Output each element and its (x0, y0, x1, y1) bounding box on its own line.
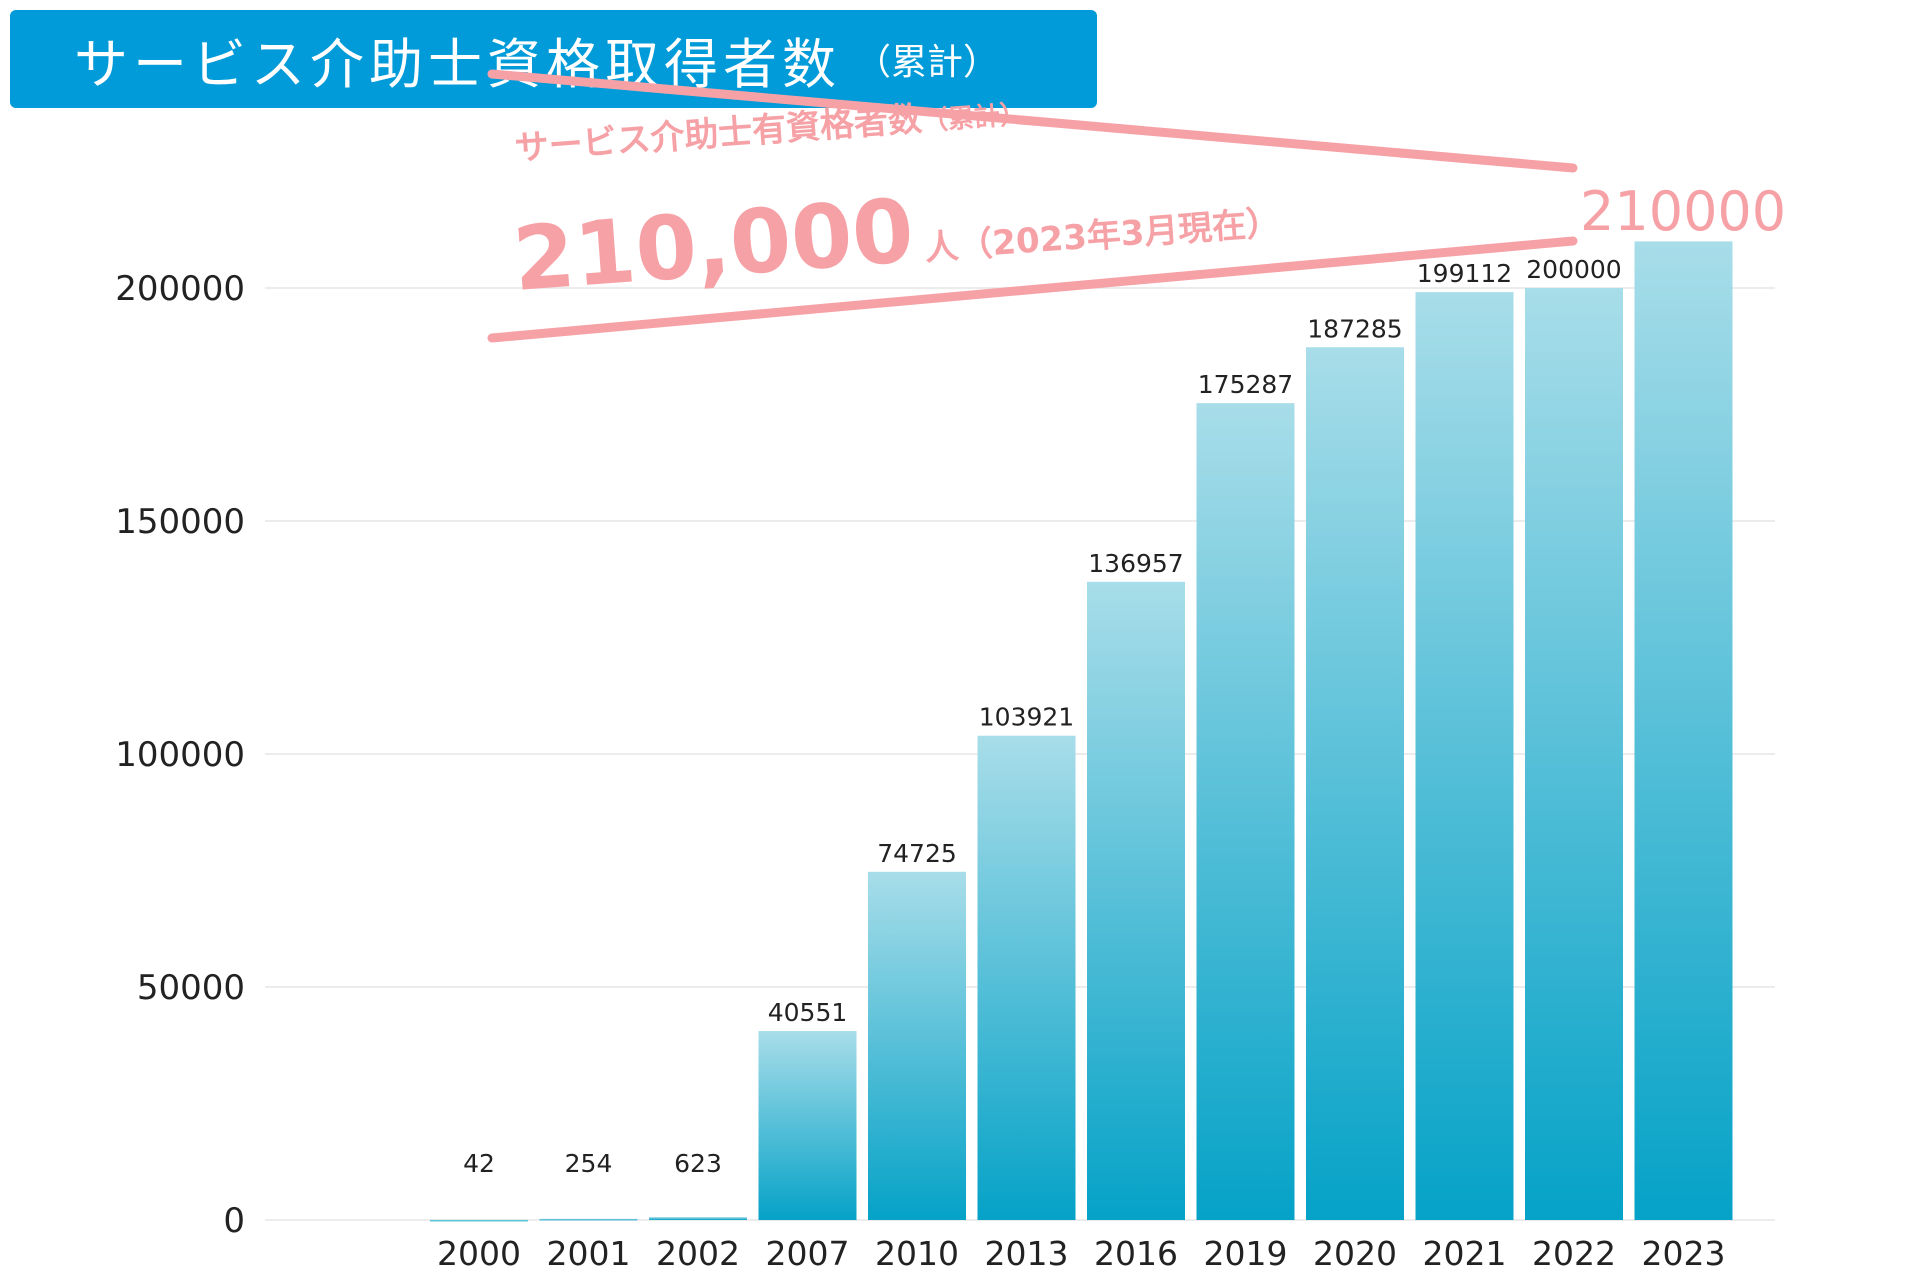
value-label: 74725 (877, 839, 957, 868)
x-tick-label: 2019 (1204, 1234, 1288, 1273)
callout-lower-line (487, 236, 1578, 343)
bar-2020 (1306, 347, 1404, 1220)
x-tick-label: 2016 (1094, 1234, 1178, 1273)
bar-2007 (758, 1031, 857, 1220)
callout-date-note: （2023年3月現在） (957, 203, 1281, 266)
value-label: 175287 (1198, 370, 1293, 399)
bar-2001 (539, 1218, 638, 1221)
bar-2019 (1196, 403, 1295, 1220)
callout-total-value: 210,000 (510, 179, 917, 311)
bar-2002 (649, 1217, 747, 1220)
x-tick-label: 2021 (1423, 1234, 1507, 1273)
callout-unit: 人 (923, 226, 960, 268)
x-tick-label: 2000 (437, 1234, 521, 1273)
bar-2022 (1525, 288, 1623, 1220)
value-label: 40551 (768, 998, 848, 1027)
bar-2016 (1087, 581, 1185, 1220)
chart-title-note: （累計） (855, 42, 1000, 83)
y-axis: 0 50000 100000 150000 200000 (115, 269, 245, 1241)
bar-2023 (1634, 241, 1733, 1220)
svg-text:サービス介助士有資格者数（累計）: サービス介助士有資格者数（累計） (513, 92, 1027, 169)
x-tick-label: 2013 (985, 1234, 1069, 1273)
callout-heading: サービス介助士有資格者数 (513, 99, 923, 169)
x-tick-label: 2007 (766, 1234, 850, 1273)
title-banner: サービス介助士資格取得者数 （累計） (10, 10, 1097, 108)
y-tick-label: 150000 (115, 502, 245, 542)
x-tick-label: 2022 (1532, 1234, 1616, 1273)
chart-title: サービス介助士資格取得者数 (74, 32, 841, 96)
y-tick-label: 50000 (137, 968, 245, 1008)
value-label: 200000 (1526, 255, 1621, 284)
bar-2013 (977, 735, 1076, 1220)
x-tick-label: 2010 (875, 1234, 959, 1273)
value-label: 136957 (1088, 549, 1183, 578)
value-label: 199112 (1417, 259, 1512, 288)
x-tick-label: 2020 (1313, 1234, 1397, 1273)
value-label: 42 (463, 1149, 495, 1178)
bar-2000 (430, 1219, 528, 1222)
x-axis: 2000 2001 2002 2007 2010 2013 2016 2019 2020 2021… (437, 1234, 1725, 1273)
bar-2010 (868, 871, 966, 1220)
x-tick-label: 2023 (1642, 1234, 1726, 1273)
value-label: 623 (674, 1149, 722, 1178)
y-tick-label: 100000 (115, 735, 245, 775)
callout-upper-line (487, 69, 1578, 173)
y-tick-label: 200000 (115, 269, 245, 309)
value-labels: 42 254 623 40551 74725 103921 136957 175287 1872… (463, 255, 1622, 1178)
y-tick-label: 0 (223, 1201, 245, 1241)
value-label: 103921 (979, 703, 1074, 732)
x-tick-label: 2002 (656, 1234, 740, 1273)
callout-heading-note: （累計） (921, 99, 1027, 138)
bar-2021 (1415, 292, 1514, 1221)
value-label: 254 (565, 1149, 613, 1178)
bars (430, 241, 1733, 1222)
highlight-value-label: 210000 (1580, 180, 1786, 243)
value-label: 187285 (1307, 314, 1402, 343)
x-tick-label: 2001 (547, 1234, 631, 1273)
